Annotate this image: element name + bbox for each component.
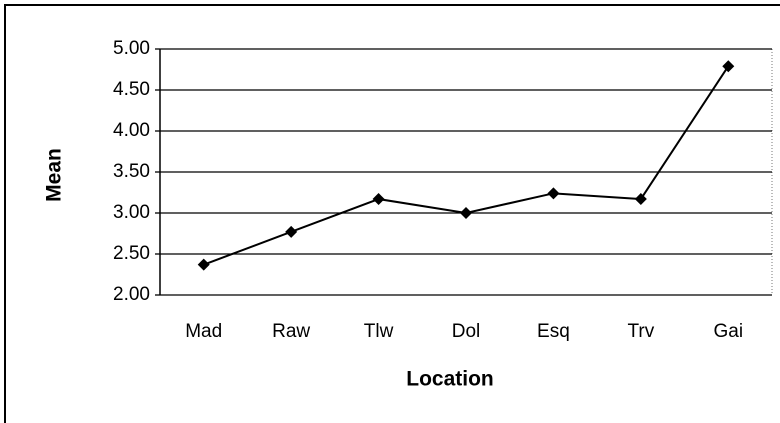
x-tick-label: Gai [713,321,743,342]
chart-frame [4,4,780,423]
data-marker [634,193,647,206]
x-axis-title: Location [406,368,494,391]
x-tick-label: Raw [272,321,310,342]
x-tick-label: Dol [452,321,481,342]
data-marker [197,258,210,271]
x-tick-label: Tlw [364,321,394,342]
x-tick-label: Mad [185,321,222,342]
data-marker [372,193,385,206]
data-marker [460,207,472,219]
y-tick-label: 2.00 [113,284,150,305]
y-tick-label: 3.00 [113,202,150,223]
y-tick-label: 3.50 [113,161,150,182]
y-tick-label: 4.00 [113,120,150,141]
y-tick-label: 5.00 [113,38,150,59]
y-axis-title: Mean [43,148,66,202]
data-marker [285,225,298,238]
x-tick-label: Esq [537,321,570,342]
y-tick-label: 4.50 [113,79,150,100]
data-marker [547,187,560,200]
data-marker [722,60,735,73]
y-tick-label: 2.50 [113,243,150,264]
x-tick-label: Trv [627,321,654,342]
